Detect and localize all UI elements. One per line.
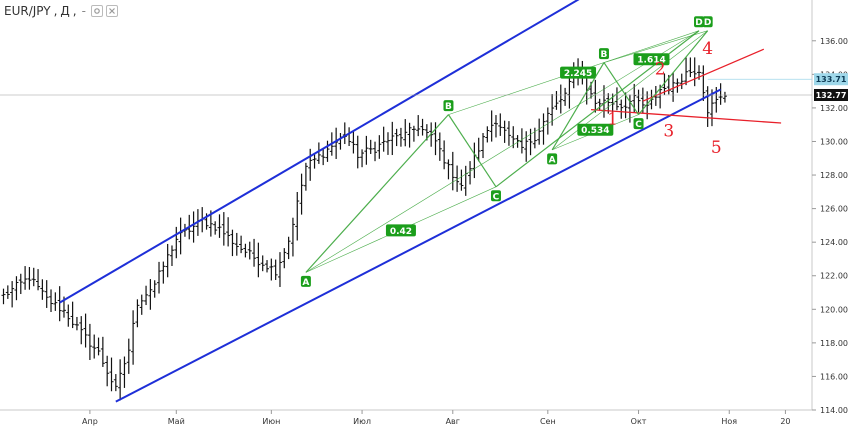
current-price-tag (814, 88, 848, 101)
price-tick-label: 126.00 (820, 205, 848, 214)
time-tick-label: Окт (631, 417, 647, 426)
harmonic-ratio-line (305, 30, 700, 273)
price-tick-label: 132.00 (820, 104, 848, 113)
wave-labels-layer: 1 2 3 4 5 (607, 39, 722, 158)
wave-label-4: 4 (702, 39, 713, 59)
price-tick-label: 114.00 (820, 406, 848, 415)
symbol-label[interactable]: EUR/JPY (4, 4, 51, 18)
harmonic-leg (447, 114, 497, 188)
secondary-price-tag (814, 73, 848, 86)
triangle-layer (590, 48, 782, 124)
gear-icon[interactable] (90, 5, 103, 17)
price-tick-label: 116.00 (820, 372, 848, 381)
wave-label-1: 1 (607, 110, 618, 130)
harmonic-point-label: D (704, 18, 711, 28)
harmonic-point-label: B (445, 102, 452, 112)
harmonic-point-label: C (635, 120, 642, 130)
channel-line-lower (115, 88, 722, 403)
time-tick-label: Авг (446, 417, 460, 426)
minimize-icon[interactable]: - (81, 4, 86, 18)
harmonic-ratio-badge (577, 123, 614, 136)
harmonic-point-badge-d (702, 16, 713, 28)
price-tick-label: 136.00 (820, 37, 848, 46)
timeframe-separator: , (72, 4, 77, 18)
secondary-price-label: 133.71 (816, 75, 847, 84)
harmonic-leg (551, 62, 605, 151)
wave-label-2: 2 (655, 59, 666, 79)
time-tick-label: Июн (262, 417, 280, 426)
harmonic-point-badge-a (300, 275, 311, 287)
harmonic-point-label: D (695, 18, 702, 28)
harmonic-point-label: B (601, 50, 608, 60)
harmonic-ratio-label: 2.245 (564, 69, 592, 79)
harmonic-point-badge-b (598, 48, 609, 60)
harmonic-ratio-label: 1.614 (637, 56, 665, 66)
symbol-separator: , (53, 4, 58, 18)
harmonic-point-label: A (549, 155, 556, 165)
price-tick-label: 122.00 (820, 272, 848, 281)
time-tick-label: Сен (540, 417, 556, 426)
harmonic-ratio-badge (633, 53, 670, 66)
harmonic-point-badge-c (490, 190, 501, 202)
harmonic-point-badge-d (694, 16, 705, 28)
triangle-line-upper (642, 48, 765, 102)
price-tick-label: 120.00 (820, 305, 848, 314)
harmonic-point-badge-b (443, 100, 454, 112)
time-tick-label: Май (168, 417, 185, 426)
harmonic-ratio-label: 0.42 (390, 227, 412, 237)
time-tick-label: 20 (780, 417, 790, 426)
wave-label-3: 3 (663, 121, 674, 141)
harmonic-leg (305, 114, 449, 273)
harmonic-ratio-line (551, 30, 708, 151)
ohlc-bars-layer (1, 57, 727, 401)
harmonic-point-badge-c (633, 118, 644, 130)
harmonic-ratio-badge (385, 224, 416, 237)
timeframe-label[interactable]: Д (60, 4, 70, 18)
harmonic-ratio-badge (560, 66, 597, 79)
channel-line-upper (59, 0, 580, 304)
close-icon[interactable] (105, 5, 118, 17)
harmonic-point-badge-a (547, 153, 558, 165)
harmonic-leg (603, 62, 640, 115)
harmonic-ratio-label: 0.534 (581, 126, 609, 136)
triangle-line-lower (590, 108, 782, 124)
time-tick-label: Июл (353, 417, 371, 426)
price-tick-label: 118.00 (820, 339, 848, 348)
time-tick-label: Ноя (721, 417, 737, 426)
wave-label-5: 5 (711, 138, 722, 158)
price-tick-label: 124.00 (820, 238, 848, 247)
chart-header: EUR/JPY, Д, - (4, 3, 118, 19)
price-tick-label: 130.00 (820, 137, 848, 146)
channel-layer (59, 0, 722, 403)
harmonic-layer: A B C D 0.42 2.245 A B C D 0.534 1.614 (300, 16, 713, 288)
price-tick-label: 128.00 (820, 171, 848, 180)
harmonic-point-label: A (302, 278, 309, 288)
time-tick-label: Апр (82, 417, 98, 426)
harmonic-leg (638, 30, 709, 116)
current-price-label: 132.77 (816, 91, 847, 100)
harmonic-point-label: C (493, 192, 500, 202)
price-tags-layer: 133.71 132.77 (0, 73, 848, 101)
harmonic-ratio-line (603, 30, 708, 63)
